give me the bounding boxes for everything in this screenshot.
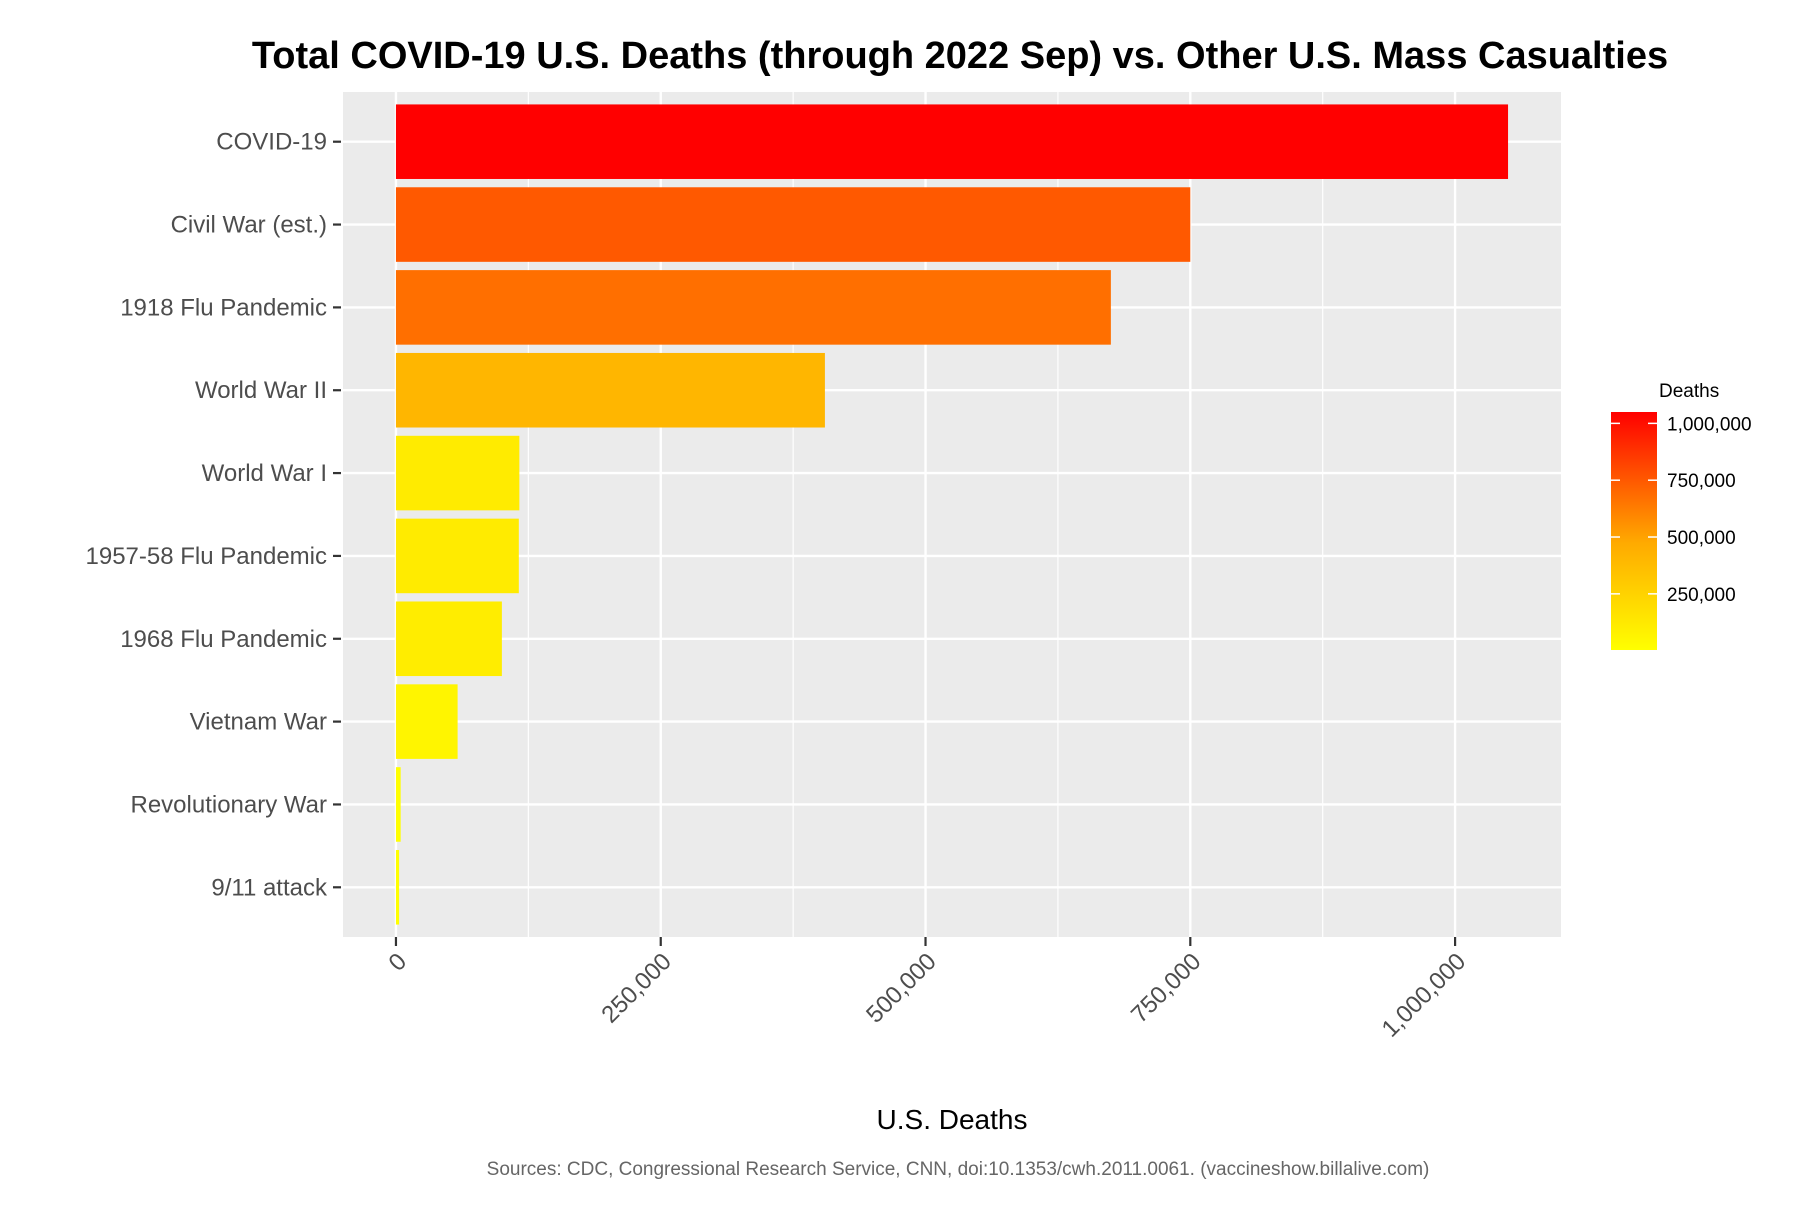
y-tick-label: 1957-58 Flu Pandemic bbox=[86, 543, 327, 570]
y-tick-label: Civil War (est.) bbox=[171, 212, 327, 239]
bars bbox=[395, 104, 1509, 925]
y-tick-label: World War II bbox=[195, 377, 327, 404]
x-tick-label: 250,000 bbox=[596, 948, 676, 1028]
x-tick-label: 0 bbox=[384, 948, 413, 977]
x-tick-label: 1,000,000 bbox=[1377, 948, 1472, 1043]
y-tick-label: COVID-19 bbox=[216, 129, 327, 156]
source-caption: Sources: CDC, Congressional Research Ser… bbox=[487, 1159, 1430, 1180]
y-tick-label: 9/11 attack bbox=[211, 874, 328, 901]
y-axis: COVID-19 Civil War (est.) 1918 Flu Pandemi… bbox=[86, 129, 341, 901]
x-axis-title: U.S. Deaths bbox=[877, 1104, 1028, 1135]
legend-tick-label: 1,000,000 bbox=[1667, 414, 1752, 435]
bar bbox=[395, 104, 1509, 179]
legend-ticks: 250,000 500,000 750,000 1,000,000 bbox=[1611, 414, 1752, 606]
bar bbox=[395, 684, 458, 759]
y-tick-label: Revolutionary War bbox=[130, 791, 327, 818]
legend-tick-label: 250,000 bbox=[1667, 585, 1736, 606]
bar bbox=[395, 518, 519, 594]
legend-color-bar bbox=[1611, 412, 1657, 650]
bar bbox=[395, 850, 400, 925]
bar bbox=[395, 352, 825, 428]
bar bbox=[395, 187, 1191, 262]
legend-tick-label: 750,000 bbox=[1667, 471, 1736, 492]
bar bbox=[395, 767, 401, 842]
y-tick-label: 1918 Flu Pandemic bbox=[120, 294, 327, 321]
chart-title: Total COVID-19 U.S. Deaths (through 2022… bbox=[252, 35, 1668, 77]
bar bbox=[395, 601, 502, 677]
bar bbox=[395, 270, 1111, 345]
x-tick-label: 750,000 bbox=[1126, 948, 1206, 1028]
x-tick-label: 500,000 bbox=[861, 948, 941, 1028]
bar bbox=[395, 435, 520, 511]
y-tick-label: Vietnam War bbox=[190, 709, 327, 736]
y-tick-label: 1968 Flu Pandemic bbox=[120, 626, 327, 653]
legend-tick-label: 500,000 bbox=[1667, 528, 1736, 549]
color-legend: Deaths 250,000 500,000 750,000 1,000,000 bbox=[1611, 381, 1752, 650]
x-axis: 0 250,000 500,000 750,000 1,000,000 bbox=[384, 937, 1472, 1043]
y-tick-label: World War I bbox=[202, 460, 327, 487]
legend-title: Deaths bbox=[1659, 381, 1719, 402]
